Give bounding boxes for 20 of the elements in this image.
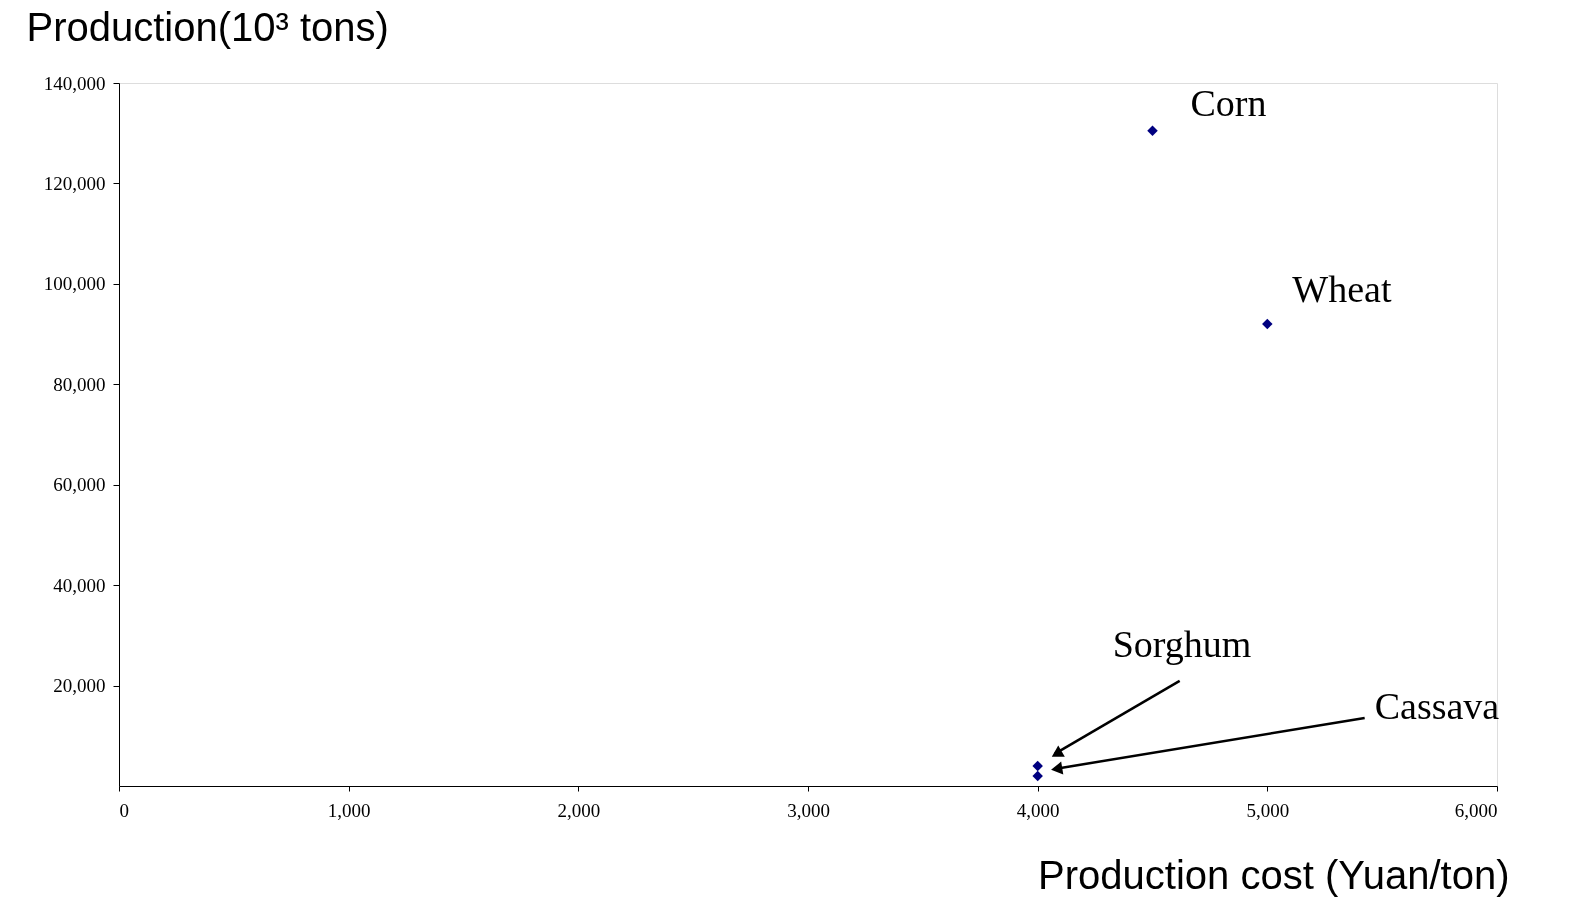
x-tick-label: 1,000: [327, 799, 371, 821]
annotation: Cassava: [1374, 684, 1500, 727]
x-tick-label: 5,000: [1246, 799, 1290, 821]
y-tick-label: 100,000: [43, 273, 106, 295]
y-tick-label: 120,000: [43, 172, 106, 194]
x-tick-label: 6,000: [1454, 799, 1498, 821]
y-tick-label: 80,000: [53, 373, 106, 395]
annotation: Sorghum: [1112, 622, 1252, 665]
x-tick-label: 0: [119, 799, 129, 821]
y-tick-label: 20,000: [53, 675, 106, 697]
y-axis-title: Production(10³ tons): [26, 4, 389, 49]
annotation: Corn: [1190, 81, 1267, 124]
y-tick-label: 60,000: [53, 474, 106, 496]
y-tick-label: 40,000: [53, 574, 106, 596]
x-tick-label: 3,000: [787, 799, 830, 821]
x-tick-label: 2,000: [557, 799, 601, 821]
y-tick-label: 140,000: [43, 72, 106, 94]
x-axis-title: Production cost (Yuan/ton): [1038, 852, 1510, 897]
x-tick-label: 4,000: [1016, 799, 1060, 821]
annotation: Wheat: [1292, 268, 1392, 311]
